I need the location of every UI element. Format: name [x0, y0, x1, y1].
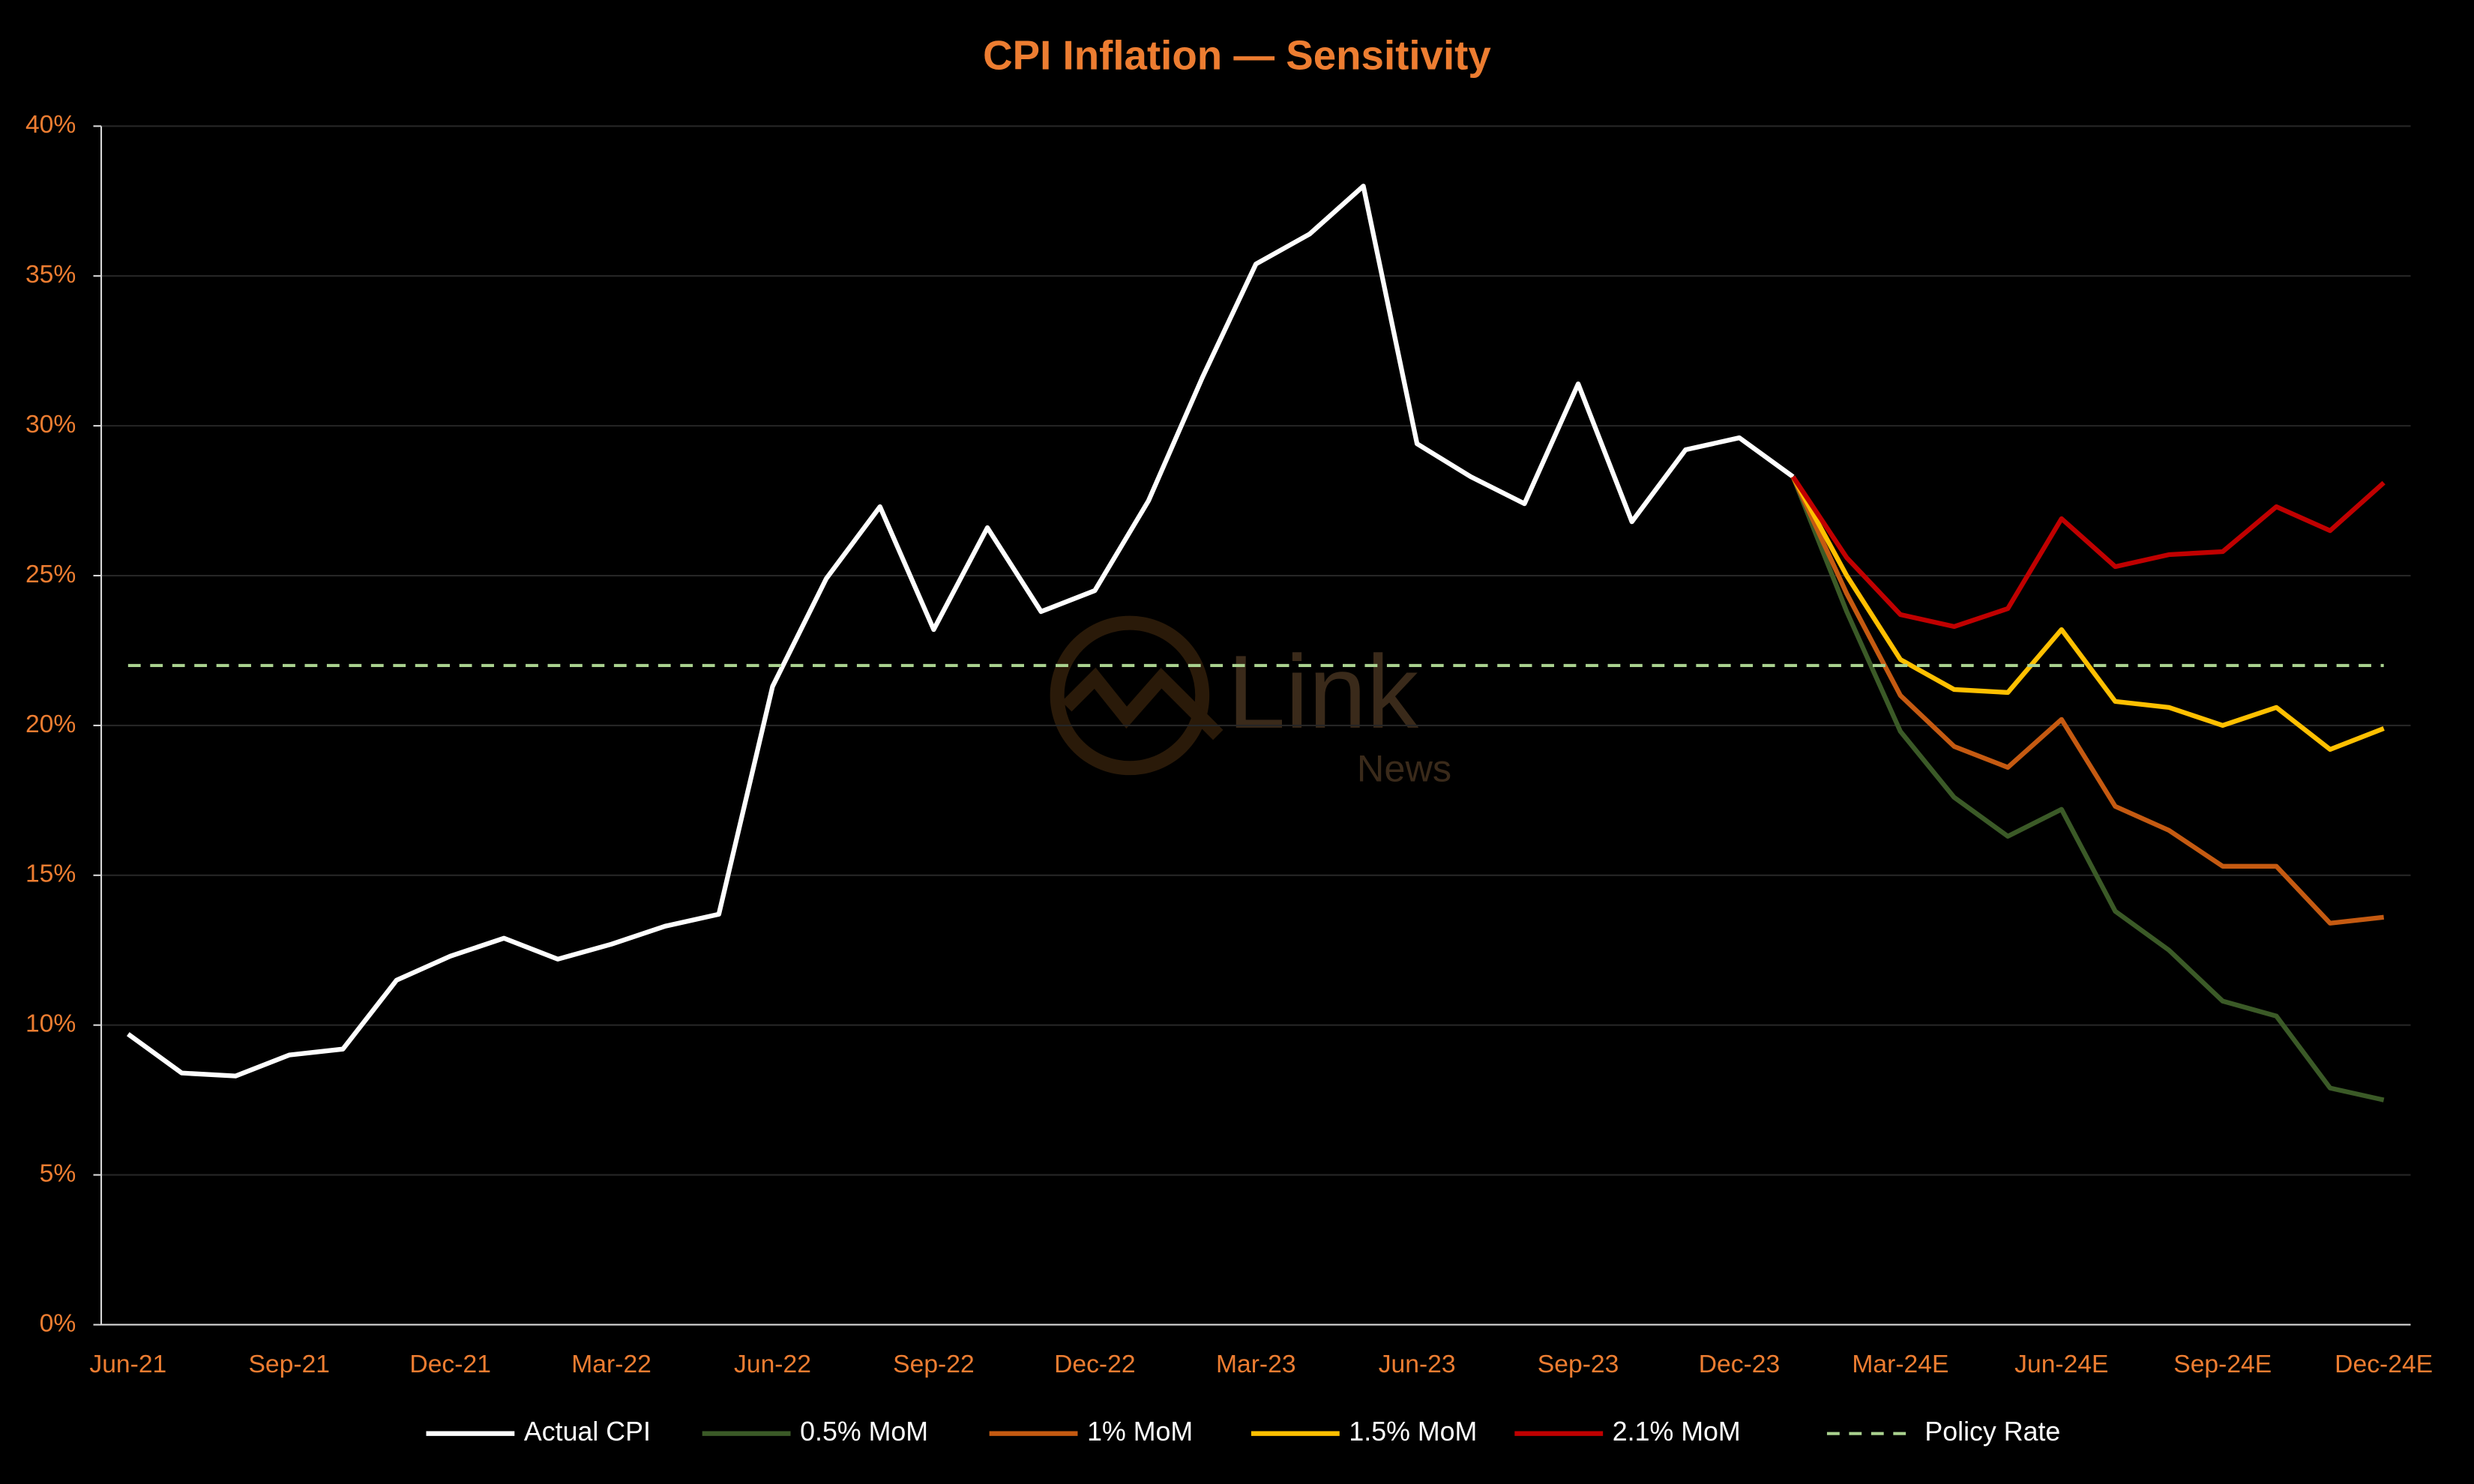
x-tick-label: Mar-23	[1216, 1351, 1296, 1378]
series-line	[1791, 475, 2386, 630]
legend-label: 1.5% MoM	[1349, 1417, 1477, 1447]
x-tick-label: Sep-24E	[2173, 1351, 2272, 1378]
legend-label: Actual CPI	[524, 1417, 651, 1447]
watermark-subtext: News	[1357, 746, 1451, 789]
y-tick-label: 5%	[40, 1159, 76, 1187]
x-tick-label: Jun-23	[1379, 1351, 1456, 1378]
x-tick-label: Sep-21	[248, 1351, 330, 1378]
legend-label: 0.5% MoM	[800, 1417, 928, 1447]
watermark-zigzag	[1062, 667, 1224, 741]
x-tick-label: Jun-21	[89, 1351, 166, 1378]
watermark-logo	[1050, 615, 1224, 776]
y-tick-label: 10%	[25, 1010, 76, 1038]
series-line	[1790, 475, 2385, 752]
y-tick-label: 25%	[25, 561, 76, 588]
x-tick-label: Mar-24E	[1852, 1351, 1948, 1378]
watermark-text: Link	[1227, 634, 1418, 750]
x-tick-label: Dec-24E	[2335, 1351, 2433, 1378]
y-tick-label: 30%	[25, 411, 76, 438]
y-tick-label: 20%	[25, 711, 76, 738]
legend-label: Policy Rate	[1924, 1417, 2060, 1447]
series-line	[1790, 475, 2385, 1103]
series-line	[1790, 475, 2385, 926]
y-tick-label: 40%	[25, 111, 76, 139]
y-tick-label: 15%	[25, 860, 76, 888]
x-tick-label: Jun-24E	[2014, 1351, 2108, 1378]
x-tick-label: Dec-23	[1699, 1351, 1781, 1378]
legend-label: 1% MoM	[1087, 1417, 1193, 1447]
x-tick-label: Dec-21	[409, 1351, 490, 1378]
x-tick-label: Mar-22	[571, 1351, 651, 1378]
watermark-ring	[1050, 615, 1210, 776]
x-tick-label: Sep-23	[1538, 1351, 1619, 1378]
y-tick-label: 35%	[25, 261, 76, 289]
x-tick-label: Dec-22	[1054, 1351, 1136, 1378]
series-line	[126, 184, 1795, 1079]
x-tick-label: Sep-22	[893, 1351, 975, 1378]
x-tick-label: Jun-22	[734, 1351, 811, 1378]
y-tick-label: 0%	[40, 1309, 76, 1337]
chart-title: CPI Inflation — Sensitivity	[983, 31, 1491, 78]
legend-label: 2.1% MoM	[1613, 1417, 1741, 1447]
